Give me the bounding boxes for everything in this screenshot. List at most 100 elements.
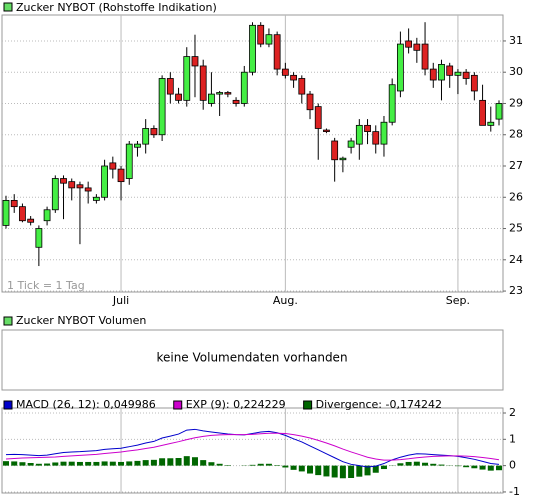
divergence-bar xyxy=(438,464,445,466)
divergence-bar xyxy=(3,461,9,466)
divergence-bar xyxy=(35,463,42,466)
candle-body xyxy=(35,228,43,248)
candle-body xyxy=(487,121,495,126)
candle-body xyxy=(216,92,224,95)
y-tick-label: 1 xyxy=(509,432,516,445)
price-title: Zucker NYBOT (Rohstoffe Indikation) xyxy=(16,1,217,14)
divergence-bar xyxy=(331,465,338,478)
candle-body xyxy=(306,93,314,111)
divergence-bar xyxy=(216,463,223,466)
y-tick-label: 24 xyxy=(509,253,523,266)
candle-body xyxy=(224,92,232,95)
candle-body xyxy=(265,34,273,45)
legend-label: MACD (26, 12): 0,049986 xyxy=(16,398,156,411)
macd-line xyxy=(5,432,500,461)
divergence-bar xyxy=(405,461,412,466)
y-tick-label: 25 xyxy=(509,222,523,235)
candle-body xyxy=(364,124,371,133)
divergence-bar xyxy=(307,465,314,474)
legend-swatch xyxy=(303,400,313,410)
divergence-bar xyxy=(323,465,330,477)
divergence-bar xyxy=(142,460,149,466)
x-tick-label: Juli xyxy=(112,294,129,307)
divergence-bar xyxy=(397,463,404,466)
candle-body xyxy=(142,128,150,145)
y-tick-label: 26 xyxy=(509,190,523,203)
divergence-bar xyxy=(109,461,116,466)
legend-swatch xyxy=(3,400,13,410)
candle-body xyxy=(134,143,141,148)
divergence-bar xyxy=(200,460,207,466)
divergence-bar xyxy=(68,461,75,466)
candle-body xyxy=(2,199,10,226)
candle-body xyxy=(470,74,478,92)
volume-panel xyxy=(1,329,504,391)
divergence-bar xyxy=(348,465,355,478)
divergence-bar xyxy=(11,461,18,466)
divergence-bar xyxy=(159,458,166,466)
candle-body xyxy=(454,71,462,76)
candle-body xyxy=(60,178,67,184)
candle-body xyxy=(446,65,454,76)
candle-body xyxy=(339,157,347,161)
divergence-bar xyxy=(60,461,67,466)
candle-body xyxy=(314,106,322,129)
candle-body xyxy=(175,93,182,101)
divergence-bar xyxy=(265,463,272,466)
y-tick-label: 29 xyxy=(509,96,523,109)
candle-body xyxy=(232,99,240,104)
candle-body xyxy=(158,78,166,136)
candle-body xyxy=(396,43,404,92)
divergence-bar xyxy=(208,462,215,466)
divergence-bar xyxy=(339,465,346,479)
divergence-bar xyxy=(430,463,437,466)
volume-message: keine Volumendaten vorhanden xyxy=(156,351,347,365)
candle-body xyxy=(479,99,486,126)
y-tick-label: 27 xyxy=(509,159,523,172)
candle-body xyxy=(27,218,35,223)
y-tick-label: 30 xyxy=(509,65,523,78)
divergence-bar xyxy=(463,465,470,468)
candle-body xyxy=(355,124,363,145)
candle-body xyxy=(290,74,297,81)
divergence-bar xyxy=(479,465,486,470)
candle-body xyxy=(347,140,355,148)
candle-body xyxy=(43,209,51,222)
candle-body xyxy=(421,43,429,70)
candle-body xyxy=(68,181,76,189)
divergence-bar xyxy=(257,463,264,466)
candle-body xyxy=(405,40,413,48)
candle-body xyxy=(19,206,26,222)
x-tick-label: Sep. xyxy=(446,294,470,307)
divergence-bar xyxy=(175,458,182,466)
candle-body xyxy=(117,168,125,183)
y-tick-label: 28 xyxy=(509,128,523,141)
divergence-bar xyxy=(454,465,461,467)
legend-swatch xyxy=(173,400,183,410)
tick-note: 1 Tick = 1 Tag xyxy=(7,279,85,292)
candle-body xyxy=(495,103,503,120)
candle-body xyxy=(10,199,18,208)
y-tick-label: 2 xyxy=(509,406,516,419)
candle-body xyxy=(166,78,174,95)
candle-body xyxy=(92,196,100,201)
candle-body xyxy=(249,24,256,73)
divergence-bar xyxy=(126,461,133,466)
candle-body xyxy=(125,143,133,179)
macd-panel xyxy=(1,407,504,494)
candle-body xyxy=(109,162,117,170)
volume-title: Zucker NYBOT Volumen xyxy=(16,314,146,327)
candle-body xyxy=(462,71,470,79)
candle-body xyxy=(429,68,437,81)
candle-body xyxy=(191,56,199,67)
candle-body xyxy=(438,63,445,81)
candle-body xyxy=(331,140,339,161)
divergence-bar xyxy=(290,465,297,470)
divergence-bar xyxy=(364,465,371,476)
candle-body xyxy=(323,129,330,133)
legend-label: Divergence: -0,174242 xyxy=(316,398,442,411)
divergence-bar xyxy=(487,465,494,471)
divergence-bar xyxy=(167,458,174,466)
divergence-bar xyxy=(76,461,83,466)
